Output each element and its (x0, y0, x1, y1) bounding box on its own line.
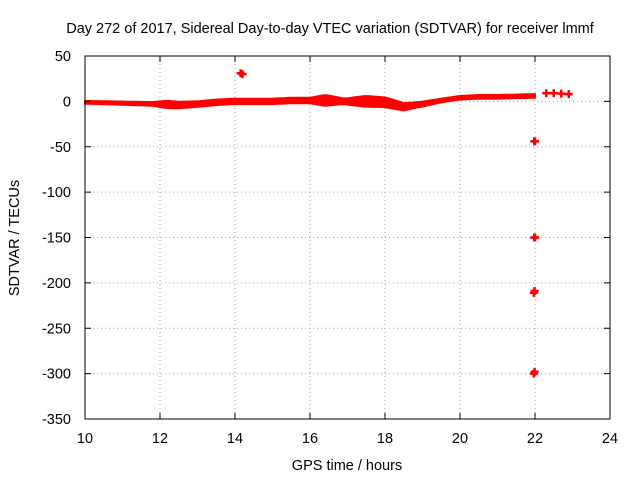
y-tick-label: -200 (42, 276, 71, 292)
x-tick-label: 16 (302, 431, 318, 447)
x-ticks: 10 12 14 16 18 20 22 24 (77, 56, 618, 447)
data-band (84, 93, 536, 112)
y-tick-label: 50 (55, 49, 71, 65)
data-point (549, 89, 558, 98)
y-axis-label: SDTVAR / TECUs (7, 180, 23, 296)
data-point (564, 90, 573, 99)
data-point (238, 70, 247, 79)
x-tick-label: 22 (527, 431, 543, 447)
data-point (542, 89, 551, 98)
y-tick-label: 0 (63, 94, 71, 110)
x-axis-label: GPS time / hours (292, 458, 402, 474)
chart-title: Day 272 of 2017, Sidereal Day-to-day VTE… (66, 21, 595, 37)
x-tick-label: 24 (602, 431, 618, 447)
data-point (557, 89, 566, 98)
y-tick-label: -50 (50, 140, 71, 156)
y-tick-label: -300 (42, 367, 71, 383)
data-point (531, 137, 539, 146)
y-tick-label: -350 (42, 412, 71, 428)
y-tick-label: -250 (42, 321, 71, 337)
x-tick-label: 20 (452, 431, 468, 447)
data-point (531, 233, 539, 242)
data-band-area (84, 93, 536, 112)
x-tick-label: 10 (77, 431, 93, 447)
y-tick-label: -100 (42, 185, 71, 201)
grid-lines (85, 56, 610, 419)
x-tick-label: 12 (152, 431, 168, 447)
x-tick-label: 18 (377, 431, 393, 447)
y-tick-label: -150 (42, 231, 71, 247)
data-point (530, 367, 539, 376)
y-ticks: 50 0 -50 -100 -150 -200 -250 -300 -350 (42, 49, 610, 428)
data-point (530, 287, 539, 296)
x-tick-label: 14 (227, 431, 243, 447)
data-points (236, 69, 573, 378)
